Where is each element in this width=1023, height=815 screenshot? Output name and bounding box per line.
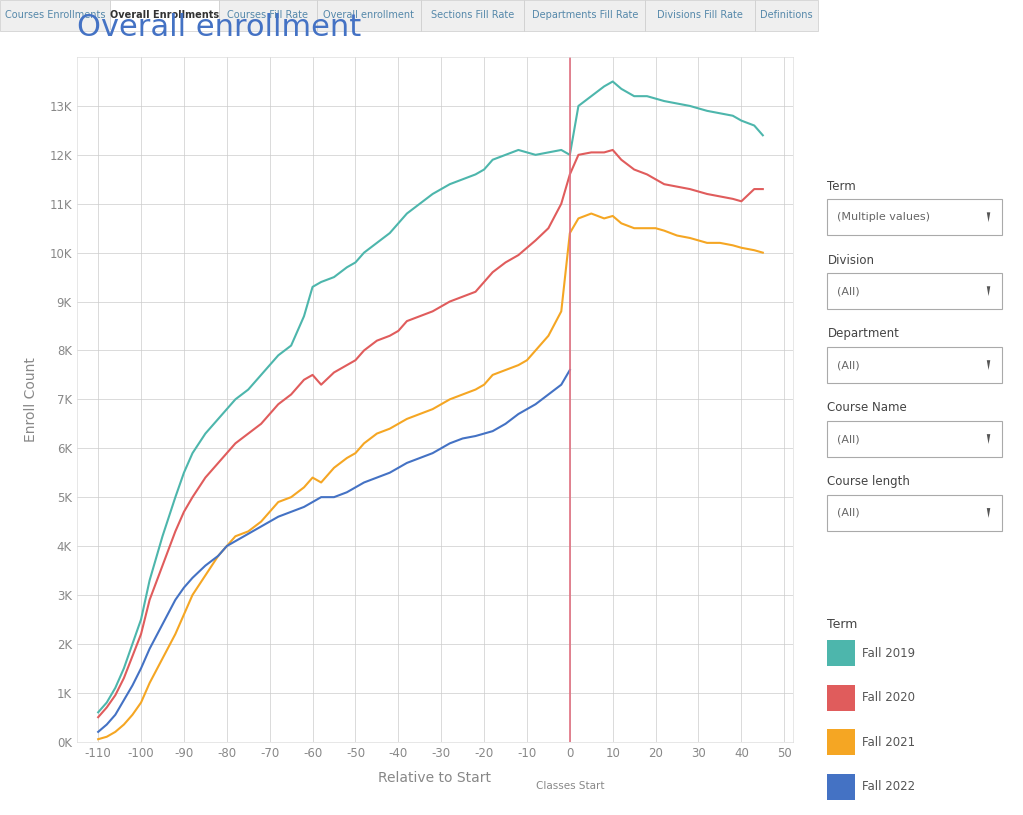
Text: Sections Fill Rate: Sections Fill Rate [431, 11, 515, 20]
Polygon shape [987, 286, 990, 296]
Text: Fall 2021: Fall 2021 [862, 736, 916, 749]
Polygon shape [987, 213, 990, 222]
Bar [525, 0, 646, 31]
Bar [828, 685, 854, 711]
Bar [828, 641, 854, 667]
Bar [828, 347, 1003, 383]
Text: (All): (All) [837, 286, 859, 296]
Text: Term: Term [828, 619, 857, 632]
Text: Course length: Course length [828, 475, 910, 488]
Text: Definitions: Definitions [760, 11, 813, 20]
Text: (Multiple values): (Multiple values) [837, 212, 930, 222]
Bar [109, 0, 219, 31]
Text: Departments Fill Rate: Departments Fill Rate [532, 11, 638, 20]
Bar [0, 0, 109, 31]
Polygon shape [987, 508, 990, 518]
Text: Classes Start: Classes Start [536, 781, 605, 791]
Text: (All): (All) [837, 360, 859, 370]
Bar [828, 729, 854, 756]
Text: Fall 2020: Fall 2020 [862, 691, 916, 704]
Y-axis label: Enroll Count: Enroll Count [25, 357, 38, 442]
Text: Fall 2022: Fall 2022 [862, 780, 916, 793]
Text: Overall enrollment: Overall enrollment [323, 11, 414, 20]
Bar [828, 773, 854, 800]
Text: Course Name: Course Name [828, 402, 907, 414]
Text: Overall enrollment: Overall enrollment [77, 13, 361, 42]
Bar [755, 0, 818, 31]
Bar [828, 421, 1003, 457]
Text: Fall 2019: Fall 2019 [862, 647, 916, 660]
Bar [420, 0, 525, 31]
Text: (All): (All) [837, 434, 859, 444]
Polygon shape [987, 434, 990, 444]
Text: Divisions Fill Rate: Divisions Fill Rate [658, 11, 743, 20]
Bar [828, 200, 1003, 235]
Text: Courses Fill Rate: Courses Fill Rate [227, 11, 309, 20]
Text: Department: Department [828, 328, 899, 341]
Bar [646, 0, 755, 31]
Bar [219, 0, 317, 31]
Text: (All): (All) [837, 508, 859, 518]
Bar [317, 0, 420, 31]
Bar [828, 496, 1003, 531]
Text: Term: Term [828, 179, 856, 192]
Polygon shape [987, 360, 990, 370]
Text: Overall Enrollments: Overall Enrollments [109, 11, 219, 20]
Text: Division: Division [828, 253, 875, 267]
Bar [828, 273, 1003, 309]
X-axis label: Relative to Start: Relative to Start [379, 771, 491, 785]
Text: Courses Enrollments: Courses Enrollments [4, 11, 105, 20]
